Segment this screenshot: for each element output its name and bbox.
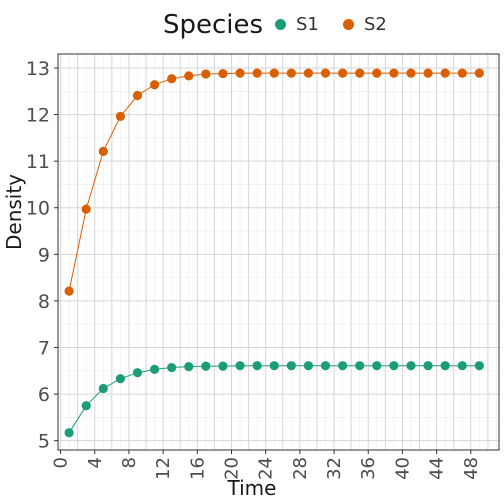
data-point-s1 — [372, 361, 382, 371]
data-point-s1 — [355, 361, 365, 371]
data-point-s1 — [457, 361, 467, 371]
y-tick-label: 11 — [26, 151, 50, 173]
x-axis-title: Time — [227, 476, 277, 500]
y-tick-label: 12 — [26, 105, 50, 127]
data-point-s1 — [167, 362, 177, 373]
data-point-s2 — [235, 68, 245, 78]
y-axis-title: Density — [2, 173, 26, 250]
x-tick-label: 48 — [461, 457, 482, 480]
data-point-s2 — [303, 68, 314, 78]
x-tick-label: 24 — [256, 457, 277, 480]
y-tick-label: 10 — [26, 198, 50, 220]
x-tick-label: 8 — [119, 457, 140, 468]
data-point-s1 — [303, 361, 314, 371]
x-tick-label: 44 — [427, 457, 448, 480]
data-point-s2 — [372, 68, 382, 78]
data-point-s2 — [440, 68, 450, 78]
data-point-s1 — [337, 361, 348, 371]
legend-item-s1: S1 — [275, 14, 319, 35]
data-point-s1 — [235, 361, 245, 371]
legend-item-s2: S2 — [343, 14, 387, 35]
data-point-s1 — [423, 361, 433, 371]
x-tick-label: 16 — [187, 457, 208, 480]
legend-dot-s1 — [275, 19, 286, 30]
data-point-s2 — [406, 68, 416, 78]
legend-label-s2: S2 — [364, 14, 387, 35]
data-point-s1 — [81, 401, 91, 411]
data-point-s2 — [98, 146, 108, 156]
x-tick-label: 20 — [221, 457, 242, 480]
data-point-s2 — [457, 68, 467, 78]
data-point-s1 — [389, 361, 399, 371]
data-point-s2 — [389, 68, 399, 78]
data-point-s1 — [184, 362, 194, 372]
y-tick-label: 6 — [38, 384, 50, 406]
data-point-s2 — [184, 71, 194, 81]
data-point-s1 — [149, 364, 160, 375]
y-tick-label: 13 — [26, 58, 50, 80]
data-point-s2 — [115, 111, 125, 122]
data-point-s2 — [81, 204, 91, 214]
data-point-s2 — [64, 286, 74, 296]
x-tick-label: 32 — [324, 457, 345, 480]
data-point-s2 — [423, 68, 433, 78]
y-tick-label: 5 — [38, 431, 50, 453]
data-point-s1 — [98, 383, 108, 394]
legend-label-s1: S1 — [296, 14, 319, 35]
x-tick-label: 12 — [153, 457, 174, 480]
y-tick-label: 9 — [38, 244, 50, 266]
data-point-s1 — [320, 361, 331, 371]
x-tick-label: 36 — [358, 457, 379, 480]
data-point-s2 — [269, 68, 279, 78]
data-point-s1 — [286, 361, 296, 371]
data-point-s1 — [201, 361, 211, 371]
data-point-s1 — [64, 428, 74, 438]
data-point-s1 — [218, 361, 228, 371]
x-tick-label: 28 — [290, 457, 311, 480]
data-point-s1 — [132, 368, 143, 378]
data-point-s2 — [337, 68, 348, 78]
legend: Species S1 S2 — [0, 8, 504, 44]
y-tick-label: 8 — [38, 291, 50, 313]
data-point-s1 — [406, 361, 416, 371]
data-point-s1 — [474, 361, 484, 371]
data-point-s2 — [320, 68, 331, 78]
data-point-s2 — [218, 68, 228, 79]
data-point-s1 — [440, 361, 450, 371]
x-tick-label: 4 — [85, 457, 106, 468]
data-point-s2 — [149, 80, 160, 90]
plot-area — [58, 54, 499, 450]
data-point-s2 — [252, 68, 262, 78]
data-point-s2 — [132, 90, 143, 101]
x-tick-label: 0 — [51, 457, 72, 468]
data-point-s2 — [286, 68, 296, 78]
data-point-s1 — [269, 361, 279, 371]
data-point-s1 — [252, 361, 262, 371]
data-point-s2 — [474, 68, 484, 78]
data-point-s1 — [115, 374, 125, 384]
panel-border — [57, 53, 500, 451]
data-point-s2 — [167, 74, 177, 84]
x-tick-label: 40 — [392, 457, 413, 480]
legend-title: Species — [163, 10, 264, 40]
data-point-s2 — [201, 69, 211, 79]
y-tick-label: 7 — [38, 338, 50, 360]
data-point-s2 — [355, 68, 365, 78]
legend-dot-s2 — [343, 19, 354, 30]
